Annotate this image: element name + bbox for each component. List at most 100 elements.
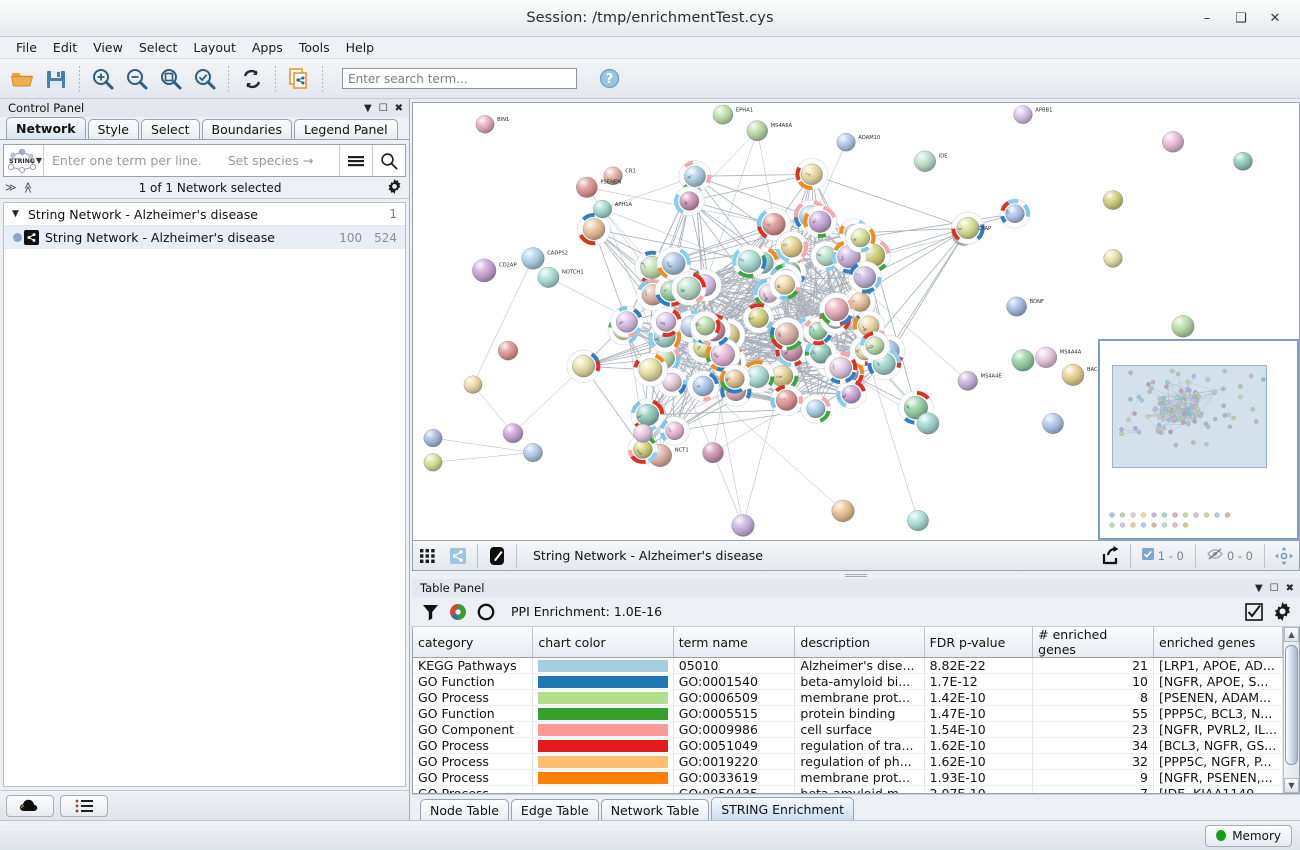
network-node[interactable]: [1013, 105, 1033, 124]
network-node[interactable]: [603, 166, 623, 186]
col-header-enriched-count[interactable]: # enriched genes: [1032, 627, 1154, 658]
network-node[interactable]: [633, 423, 653, 443]
tab-node-table[interactable]: Node Table: [420, 799, 509, 820]
tp-float-icon[interactable]: ☐: [1269, 582, 1279, 594]
network-node[interactable]: [498, 340, 518, 361]
network-node[interactable]: [770, 384, 803, 417]
expand-collapse-icons[interactable]: ≫ ≫: [5, 181, 34, 194]
network-node[interactable]: [671, 271, 707, 306]
search-input[interactable]: Enter search term...: [342, 68, 577, 89]
network-node[interactable]: [1162, 131, 1184, 153]
network-node[interactable]: [769, 317, 805, 351]
network-node[interactable]: [775, 230, 809, 263]
network-node[interactable]: [659, 416, 690, 446]
network-node[interactable]: [957, 371, 978, 391]
network-node[interactable]: [1035, 346, 1058, 368]
network-node[interactable]: [847, 260, 882, 294]
hamburger-icon[interactable]: [339, 145, 372, 176]
cp-collapse-icon[interactable]: ▼: [363, 102, 372, 114]
network-node[interactable]: [610, 305, 644, 338]
network-node[interactable]: [859, 331, 890, 361]
maximize-button[interactable]: ❑: [1235, 11, 1247, 26]
zoom-out-icon[interactable]: [121, 63, 153, 95]
donut-chart-icon[interactable]: [477, 603, 495, 621]
network-node[interactable]: [521, 247, 545, 270]
network-node[interactable]: [475, 115, 495, 134]
network-node[interactable]: [823, 351, 858, 385]
table-row[interactable]: GO Component GO:0009986 cell surface 1.54E-…: [413, 721, 1283, 738]
tab-select[interactable]: Select: [140, 119, 200, 139]
share-network-icon[interactable]: [283, 63, 315, 95]
zoom-selected-icon[interactable]: [189, 63, 221, 95]
network-node[interactable]: [740, 360, 775, 394]
tab-network-table[interactable]: Network Table: [600, 799, 710, 820]
network-node[interactable]: [836, 379, 867, 409]
network-canvas[interactable]: NCT1 CFAP PSENEN BDNF CD2AP NOTCH1 ADAM10 MS4A6…: [412, 102, 1300, 541]
network-node[interactable]: [712, 104, 734, 125]
list-icon[interactable]: [60, 794, 108, 817]
zoom-in-icon[interactable]: [87, 63, 119, 95]
menu-select[interactable]: Select: [138, 40, 178, 55]
network-node[interactable]: [1042, 413, 1064, 434]
network-node[interactable]: [719, 364, 751, 394]
scrollbar-thumb[interactable]: [1285, 645, 1298, 765]
network-node[interactable]: [907, 510, 929, 532]
tab-edge-table[interactable]: Edge Table: [510, 799, 599, 820]
tp-close-icon[interactable]: ✖: [1285, 582, 1294, 594]
network-node[interactable]: [687, 370, 720, 402]
menu-edit[interactable]: Edit: [52, 40, 78, 55]
network-node[interactable]: [756, 207, 792, 241]
table-vertical-scrollbar[interactable]: ▲ ▼: [1283, 627, 1299, 793]
gear-icon[interactable]: [1273, 602, 1292, 621]
table-row[interactable]: GO Process GO:0033619 membrane prot... 1.93…: [413, 769, 1283, 786]
network-node[interactable]: [999, 198, 1031, 229]
network-node[interactable]: [593, 199, 612, 219]
table-row[interactable]: GO Function GO:0001540 beta-amyloid bi... 1…: [413, 673, 1283, 690]
network-node[interactable]: [800, 394, 831, 424]
grid-icon[interactable]: [413, 542, 443, 570]
network-node[interactable]: [566, 349, 601, 383]
network-node[interactable]: [836, 132, 856, 152]
cp-close-icon[interactable]: ✖: [394, 102, 403, 114]
export-icon[interactable]: [1096, 542, 1126, 570]
network-node[interactable]: [803, 205, 837, 239]
network-node[interactable]: [746, 120, 768, 142]
tree-caret-icon[interactable]: ▼: [12, 209, 19, 219]
menu-view[interactable]: View: [93, 40, 123, 55]
network-node[interactable]: [914, 150, 936, 172]
tab-network[interactable]: Network: [6, 117, 86, 139]
checkbox-checked-icon[interactable]: [1245, 602, 1263, 621]
network-node[interactable]: [577, 212, 611, 246]
table-row[interactable]: GO Process GO:0019220 regulation of ph... 1…: [413, 753, 1283, 770]
network-node[interactable]: [732, 244, 767, 279]
string-term-input[interactable]: Enter one term per line. Set species →: [44, 153, 339, 168]
network-node[interactable]: [742, 302, 775, 334]
minimize-button[interactable]: –: [1203, 11, 1211, 26]
network-node[interactable]: [731, 514, 755, 537]
network-node[interactable]: [1061, 364, 1085, 386]
network-node[interactable]: [1233, 151, 1253, 171]
network-node[interactable]: [819, 292, 855, 327]
network-tree-group-row[interactable]: ▼ String Network - Alzheimer's disease 1: [4, 203, 405, 226]
network-node[interactable]: [845, 223, 876, 253]
col-header-term-name[interactable]: term name: [673, 627, 796, 658]
network-node[interactable]: [1103, 249, 1123, 268]
close-button[interactable]: ✕: [1269, 11, 1281, 26]
table-row[interactable]: GO Function GO:0005515 protein binding 1.47…: [413, 705, 1283, 722]
col-header-category[interactable]: category: [413, 627, 534, 658]
filter-funnel-icon[interactable]: [422, 603, 439, 621]
tab-string-enrichment[interactable]: STRING Enrichment: [711, 797, 855, 820]
refresh-icon[interactable]: [236, 63, 268, 95]
table-row[interactable]: GO Process GO:0051049 regulation of tra...…: [413, 737, 1283, 754]
table-row[interactable]: GO Process GO:0050435 beta-amyloid m... 2.0…: [413, 785, 1283, 793]
pie-chart-icon[interactable]: [449, 603, 467, 621]
network-node[interactable]: [523, 443, 543, 463]
cloud-icon[interactable]: [6, 794, 54, 817]
tp-collapse-icon[interactable]: ▼: [1254, 582, 1263, 594]
overview-viewport-rect[interactable]: [1112, 365, 1267, 468]
network-node[interactable]: [690, 311, 721, 341]
table-row[interactable]: GO Process GO:0006509 membrane prot... 1.42…: [413, 689, 1283, 706]
network-node[interactable]: [951, 211, 985, 245]
col-header-chart-color[interactable]: chart color: [532, 627, 674, 658]
menu-layout[interactable]: Layout: [193, 40, 236, 55]
